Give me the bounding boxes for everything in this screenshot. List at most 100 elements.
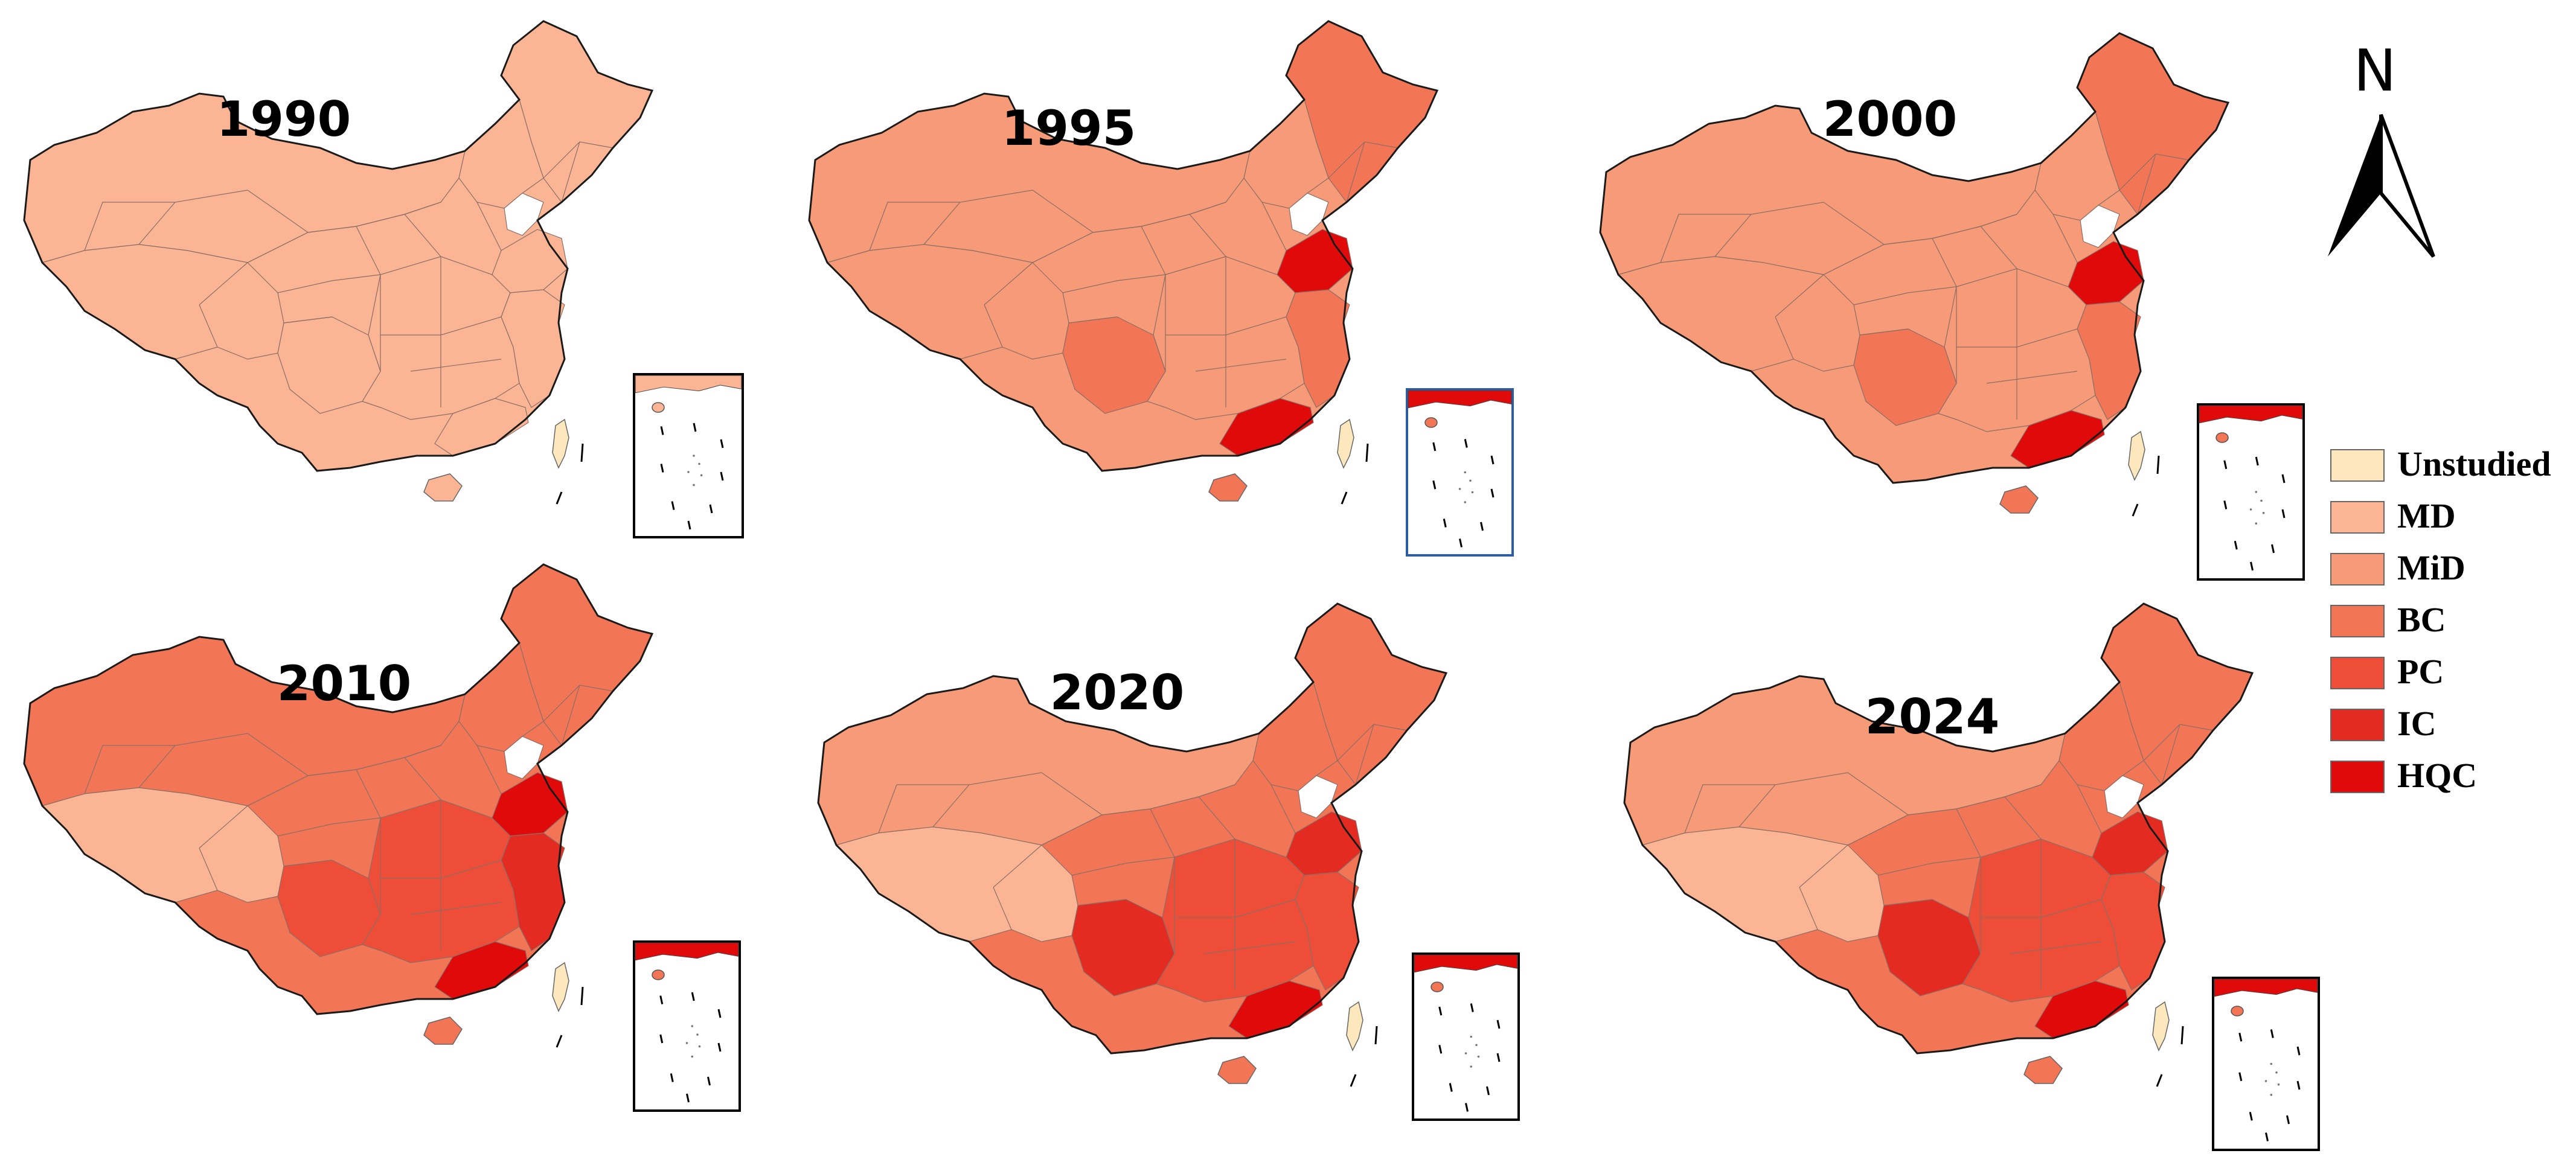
inset-boundary-dash: [2296, 1046, 2301, 1056]
south-china-sea-inset: [2197, 403, 2305, 581]
inset-boundary-dash: [717, 1042, 722, 1052]
inset-boundary-dash: [2223, 500, 2228, 509]
map-panel-2010: [23, 563, 653, 1048]
inset-boundary-dash: [691, 992, 695, 1001]
hainan-island: [423, 473, 463, 502]
inset-island: [696, 1033, 699, 1036]
year-label: 2010: [277, 656, 412, 712]
inset-boundary-dash: [2296, 1080, 2301, 1090]
inset-boundary-dash: [1486, 1086, 1490, 1096]
inset-island: [687, 471, 690, 473]
inset-boundary-dash: [2270, 1029, 2274, 1038]
inset-boundary-dash: [1438, 1044, 1443, 1054]
inset-boundary-dash: [2250, 561, 2254, 571]
inset-hainan: [1424, 417, 1438, 428]
inset-boundary-dash: [659, 995, 664, 1004]
inset-boundary-dash: [1449, 1083, 1453, 1092]
inset-island: [2275, 1071, 2278, 1074]
inset-frame: [633, 940, 741, 1112]
inset-boundary-dash: [693, 423, 697, 432]
inset-boundary-dash: [1470, 1003, 1474, 1012]
inset-boundary-dash: [2223, 460, 2228, 470]
inset-island: [693, 455, 695, 457]
legend-swatch-bc: [2330, 605, 2385, 637]
inset-frame: [633, 373, 744, 538]
legend-label-unstudied: Unstudied: [2397, 444, 2551, 483]
map-panel-2020: [817, 602, 1447, 1087]
north-arrow-label: N: [2353, 38, 2396, 104]
south-china-sea-inset: [633, 940, 741, 1112]
inset-boundary-dash: [686, 1093, 690, 1103]
inset-boundary-dash: [1480, 522, 1484, 531]
inset-boundary-dash: [1464, 439, 1468, 448]
island-marks: [556, 986, 584, 1048]
inset-frame: [1412, 953, 1520, 1121]
inset-boundary-dash: [659, 1034, 664, 1044]
inset-boundary-dash: [2249, 1111, 2253, 1121]
hainan-island: [2023, 1056, 2063, 1084]
hainan-island: [1999, 485, 2039, 514]
inset-boundary-dash: [2238, 1032, 2243, 1042]
inset-boundary-dash: [2281, 474, 2286, 483]
year-label: 1995: [1002, 100, 1136, 156]
inset-boundary-dash: [1432, 480, 1437, 490]
legend-swatch-ic: [2330, 709, 2385, 741]
inset-island: [1470, 1035, 1473, 1038]
south-china-sea-inset: [2212, 977, 2320, 1151]
taiwan-island: [1346, 1001, 1363, 1051]
hainan-island: [1208, 473, 1248, 502]
island-marks: [2132, 455, 2160, 517]
legend-label-ic: IC: [2397, 704, 2436, 743]
hainan-island: [1217, 1056, 1257, 1084]
inset-island: [698, 1045, 701, 1048]
inset-island: [1464, 501, 1467, 503]
hainan-island: [423, 1016, 463, 1045]
inset-boundary-dash: [1496, 1053, 1501, 1062]
inset-island: [1464, 471, 1467, 474]
inset-boundary-dash: [2281, 509, 2286, 519]
inset-boundary-dash: [2255, 456, 2259, 466]
inset-boundary-dash: [660, 464, 664, 473]
inset-boundary-dash: [2271, 544, 2275, 554]
inset-boundary-dash: [709, 504, 713, 514]
inset-island: [1458, 488, 1461, 490]
inset-island: [2262, 512, 2265, 514]
inset-frame: [1406, 388, 1514, 557]
inset-boundary-dash: [1465, 1103, 1469, 1112]
inset-boundary-dash: [687, 520, 691, 530]
inset-boundary-dash: [1438, 1006, 1443, 1016]
legend-label-pc: PC: [2397, 652, 2444, 691]
year-label: 2000: [1823, 91, 1958, 147]
inset-island: [2270, 1062, 2273, 1065]
inset-boundary-dash: [1496, 1020, 1501, 1029]
taiwan-island: [2152, 1001, 2170, 1051]
inset-boundary-dash: [670, 1073, 674, 1082]
map-panel-2000: [1599, 32, 2229, 517]
island-marks: [1341, 443, 1369, 505]
legend-label-hqc: HQC: [2397, 756, 2477, 795]
inset-boundary-dash: [707, 1076, 711, 1086]
inset-boundary-dash: [720, 471, 724, 481]
taiwan-island: [1337, 419, 1354, 468]
inset-frame: [2197, 403, 2305, 581]
taiwan-island: [2128, 431, 2145, 480]
inset-hainan: [2231, 1006, 2244, 1016]
inset-island: [2249, 508, 2252, 511]
legend-label-bc: BC: [2397, 600, 2446, 639]
inset-boundary-dash: [2234, 540, 2238, 550]
inset-boundary-dash: [660, 426, 664, 435]
legend-label-md: MD: [2397, 496, 2456, 535]
legend: Unstudied MD MiD BC PC IC HQC: [2330, 444, 2551, 795]
inset-island: [1469, 479, 1472, 482]
inset-island: [2255, 491, 2258, 493]
south-china-sea-inset: [633, 373, 744, 538]
legend-swatch-pc: [2330, 657, 2385, 689]
map-panel-1990: [23, 20, 653, 505]
inset-island: [691, 1025, 694, 1027]
inset-island: [700, 474, 703, 477]
inset-boundary-dash: [671, 501, 675, 510]
island-marks: [1350, 1026, 1378, 1087]
inset-island: [693, 483, 695, 487]
legend-swatch-md: [2330, 501, 2385, 534]
legend-swatch-unstudied: [2330, 449, 2385, 482]
